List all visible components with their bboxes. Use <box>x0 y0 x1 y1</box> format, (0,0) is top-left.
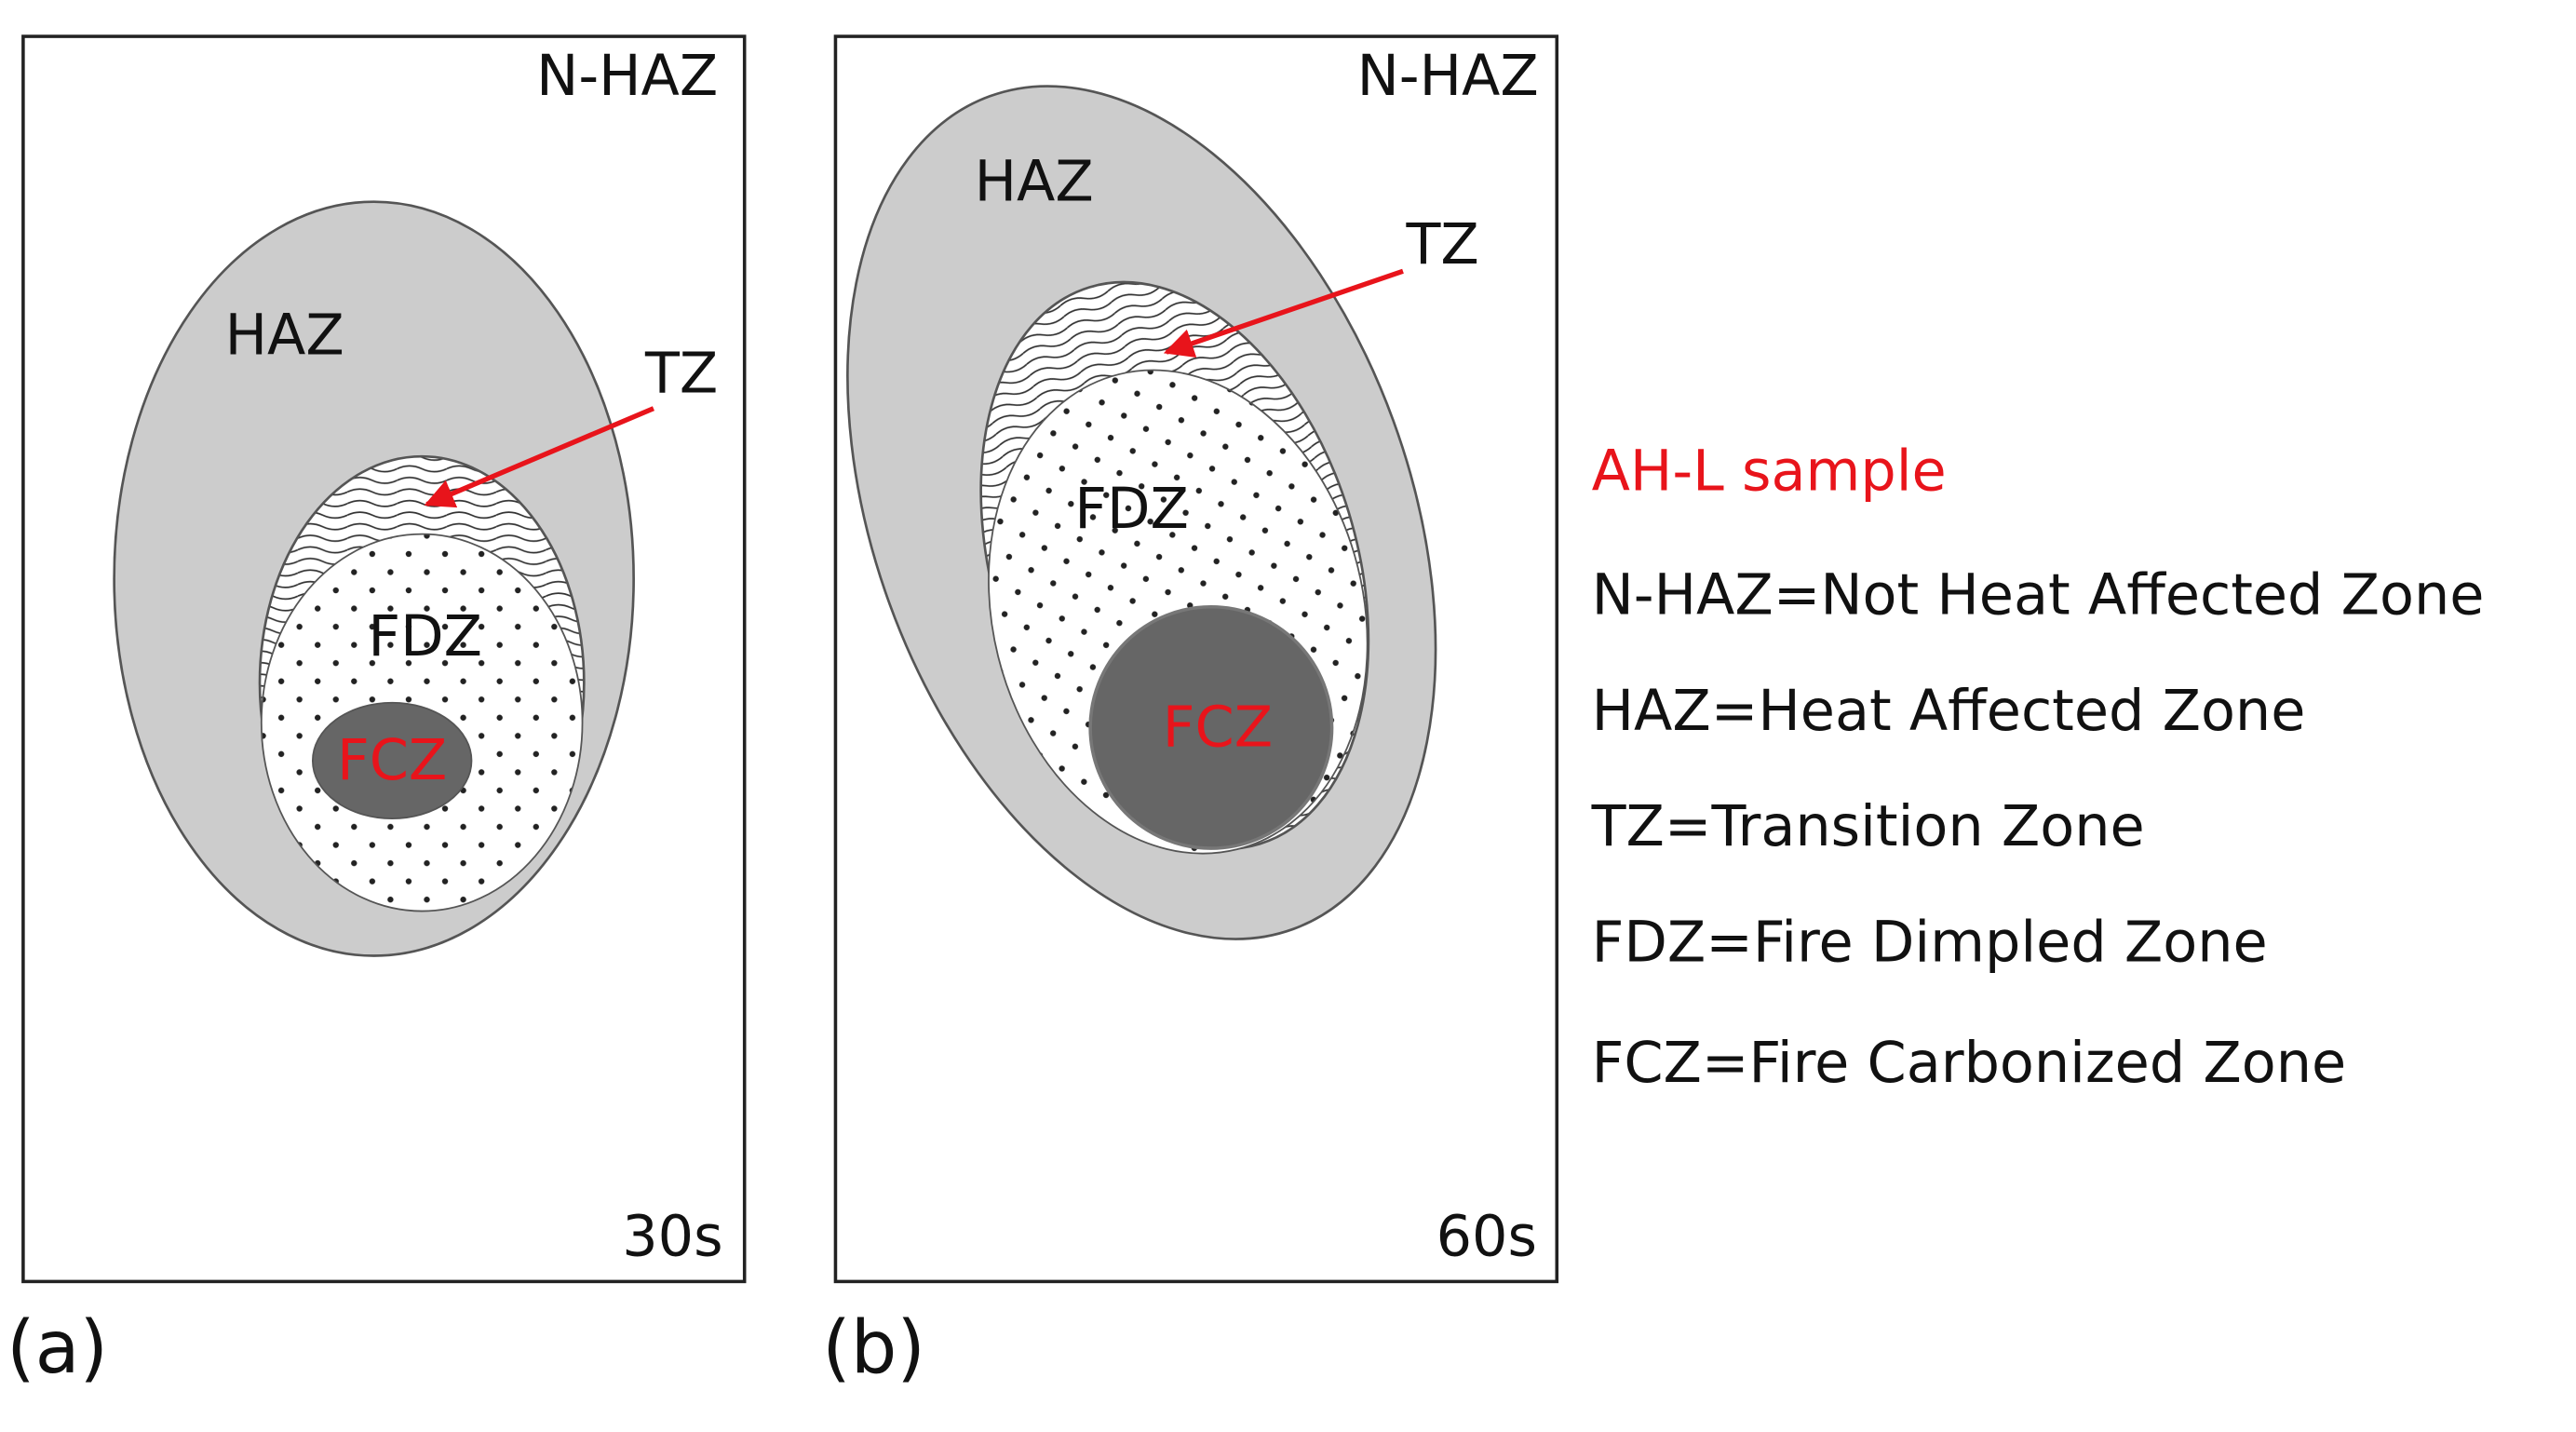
legend: AH-L sample N-HAZ=Not Heat Affected Zone… <box>1591 439 2485 1096</box>
fcz-region <box>1088 605 1334 850</box>
time-label: 60s <box>1436 1205 1537 1270</box>
tz-label: TZ <box>644 342 718 407</box>
corner-label: N-HAZ <box>536 44 718 109</box>
legend-item: FDZ=Fire Dimpled Zone <box>1592 910 2268 975</box>
time-label: 30s <box>622 1205 722 1270</box>
fcz-region <box>311 701 473 819</box>
legend-item: N-HAZ=Not Heat Affected Zone <box>1592 563 2485 628</box>
legend-item: FCZ=Fire Carbonized Zone <box>1592 1031 2347 1096</box>
panel-b: N-HAZ HAZ TZ FDZ FCZ 60s (b) <box>822 34 1559 1390</box>
fdz-label: FDZ <box>1074 477 1189 542</box>
legend-item: TZ=Transition Zone <box>1591 794 2145 859</box>
legend-item: HAZ=Heat Affected Zone <box>1592 679 2306 744</box>
corner-label: N-HAZ <box>1357 44 1539 109</box>
tz-arrow <box>424 406 655 508</box>
panel-a: N-HAZ HAZ TZ FDZ FCZ 30s (a) <box>7 34 747 1390</box>
haz-label: HAZ <box>225 304 344 369</box>
panel-caption: (a) <box>7 1305 108 1390</box>
tz-label: TZ <box>1406 212 1479 277</box>
fcz-label: FCZ <box>1163 696 1273 761</box>
panel-caption: (b) <box>822 1305 925 1390</box>
tz-arrow <box>1163 268 1404 358</box>
fcz-label: FCZ <box>337 728 447 793</box>
legend-title: AH-L sample <box>1592 439 1947 504</box>
haz-label: HAZ <box>975 150 1094 215</box>
fdz-label: FDZ <box>368 604 482 669</box>
